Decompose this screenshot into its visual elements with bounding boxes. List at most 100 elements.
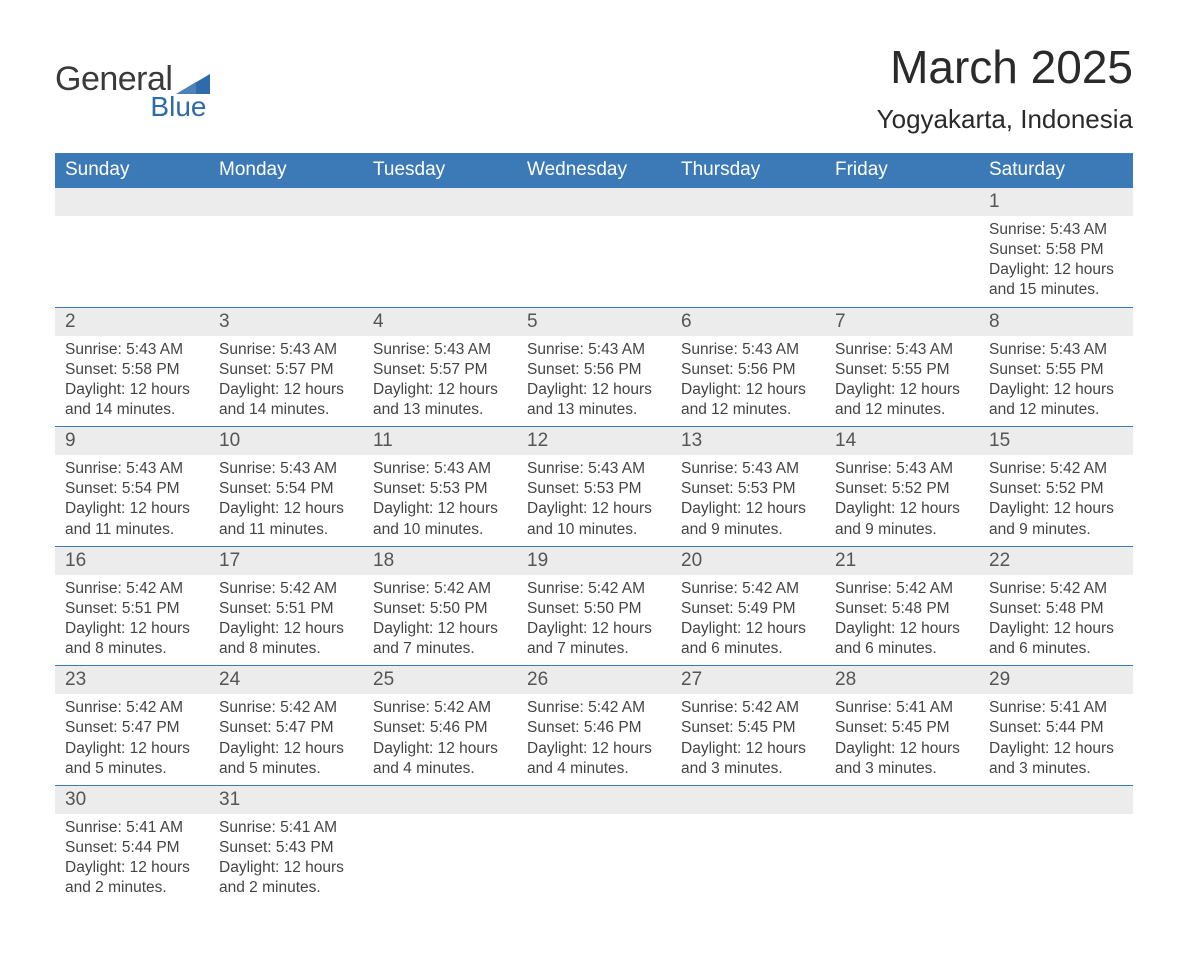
empty-detail-cell — [825, 216, 979, 307]
day-details: Sunrise: 5:43 AMSunset: 5:57 PMDaylight:… — [209, 336, 363, 427]
sunset-line: Sunset: 5:46 PM — [527, 719, 642, 736]
weekday-sunday: Sunday — [55, 153, 209, 188]
sunrise-line: Sunrise: 5:42 AM — [65, 580, 183, 597]
day-details: Sunrise: 5:42 AMSunset: 5:47 PMDaylight:… — [209, 694, 363, 785]
sunset-line: Sunset: 5:55 PM — [989, 361, 1104, 378]
detail-row: Sunrise: 5:43 AM Sunset: 5:54 PM Daylight:… — [55, 455, 1133, 546]
sunset-line: Sunset: 5:55 PM — [835, 361, 950, 378]
empty-detail-cell — [517, 814, 671, 905]
detail-row: Sunrise: 5:42 AM Sunset: 5:51 PM Daylight:… — [55, 575, 1133, 666]
daylight-line: Daylight: 12 hours and 12 minutes. — [681, 381, 806, 418]
detail-row: Sunrise: 5:43 AMSunset: 5:58 PMDaylight:… — [55, 216, 1133, 307]
day-number: 29 — [979, 666, 1133, 695]
day-number: 6 — [671, 307, 825, 336]
daylight-line: Daylight: 12 hours and 3 minutes. — [835, 740, 960, 777]
sunrise-line: Sunrise: 5:42 AM — [65, 699, 183, 716]
brand-logo: General Blue — [55, 60, 210, 123]
sunrise-line: Sunrise: 5:43 AM — [835, 341, 953, 358]
sunrise-line: Sunrise: 5:43 AM — [835, 460, 953, 477]
empty-detail-cell — [671, 216, 825, 307]
sunset-line: Sunset: 5:44 PM — [65, 839, 180, 856]
day-details: Sunrise: 5:43 AMSunset: 5:55 PMDaylight:… — [825, 336, 979, 427]
day-number: 27 — [671, 666, 825, 695]
sunset-line: Sunset: 5:44 PM — [989, 719, 1104, 736]
day-details: Sunrise: 5:43 AMSunset: 5:53 PMDaylight:… — [363, 455, 517, 546]
day-number: 13 — [671, 427, 825, 456]
day-number: 31 — [209, 785, 363, 814]
sunset-line: Sunset: 5:54 PM — [65, 480, 180, 497]
day-number: 30 — [55, 785, 209, 814]
day-details: Sunrise: 5:42 AMSunset: 5:46 PMDaylight:… — [363, 694, 517, 785]
empty-daynum-cell — [825, 785, 979, 814]
empty-daynum-cell — [517, 188, 671, 217]
sunset-line: Sunset: 5:51 PM — [219, 600, 334, 617]
day-number: 18 — [363, 546, 517, 575]
day-number: 26 — [517, 666, 671, 695]
daylight-line: Daylight: 12 hours and 3 minutes. — [989, 740, 1114, 777]
day-details: Sunrise: 5:43 AMSunset: 5:54 PMDaylight:… — [209, 455, 363, 546]
empty-detail-cell — [363, 216, 517, 307]
day-number: 4 — [363, 307, 517, 336]
sunset-line: Sunset: 5:56 PM — [681, 361, 796, 378]
sunrise-line: Sunrise: 5:42 AM — [835, 580, 953, 597]
sunset-line: Sunset: 5:51 PM — [65, 600, 180, 617]
header-region: General Blue March 2025 Yogyakarta, Indo… — [55, 40, 1133, 135]
daylight-line: Daylight: 12 hours and 7 minutes. — [527, 620, 652, 657]
sunset-line: Sunset: 5:53 PM — [681, 480, 796, 497]
sunrise-line: Sunrise: 5:43 AM — [219, 460, 337, 477]
day-number: 20 — [671, 546, 825, 575]
day-details: Sunrise: 5:43 AMSunset: 5:52 PMDaylight:… — [825, 455, 979, 546]
sunset-line: Sunset: 5:53 PM — [373, 480, 488, 497]
day-details: Sunrise: 5:41 AMSunset: 5:45 PMDaylight:… — [825, 694, 979, 785]
daylight-line: Daylight: 12 hours and 13 minutes. — [527, 381, 652, 418]
sunrise-line: Sunrise: 5:43 AM — [527, 341, 645, 358]
sunrise-line: Sunrise: 5:42 AM — [527, 580, 645, 597]
daylight-line: Daylight: 12 hours and 10 minutes. — [373, 500, 498, 537]
empty-daynum-cell — [209, 188, 363, 217]
daynum-row: 1 — [55, 188, 1133, 217]
daylight-line: Daylight: 12 hours and 14 minutes. — [65, 381, 190, 418]
sunrise-line: Sunrise: 5:43 AM — [681, 341, 799, 358]
day-number: 12 — [517, 427, 671, 456]
daylight-line: Daylight: 12 hours and 2 minutes. — [219, 859, 344, 896]
day-number: 5 — [517, 307, 671, 336]
daynum-row: 16171819202122 — [55, 546, 1133, 575]
sunset-line: Sunset: 5:58 PM — [989, 241, 1104, 258]
sunset-line: Sunset: 5:53 PM — [527, 480, 642, 497]
daylight-line: Daylight: 12 hours and 6 minutes. — [681, 620, 806, 657]
daylight-line: Daylight: 12 hours and 9 minutes. — [989, 500, 1114, 537]
sunset-line: Sunset: 5:52 PM — [835, 480, 950, 497]
day-details: Sunrise: 5:42 AMSunset: 5:49 PMDaylight:… — [671, 575, 825, 666]
empty-daynum-cell — [517, 785, 671, 814]
empty-daynum-cell — [55, 188, 209, 217]
empty-daynum-cell — [363, 785, 517, 814]
sunset-line: Sunset: 5:57 PM — [219, 361, 334, 378]
empty-detail-cell — [363, 814, 517, 905]
sunrise-line: Sunrise: 5:42 AM — [219, 580, 337, 597]
weekday-thursday: Thursday — [671, 153, 825, 188]
daylight-line: Daylight: 12 hours and 8 minutes. — [219, 620, 344, 657]
daylight-line: Daylight: 12 hours and 7 minutes. — [373, 620, 498, 657]
empty-detail-cell — [55, 216, 209, 307]
sunrise-line: Sunrise: 5:43 AM — [989, 221, 1107, 238]
day-details: Sunrise: 5:42 AMSunset: 5:50 PMDaylight:… — [363, 575, 517, 666]
sunrise-line: Sunrise: 5:42 AM — [989, 580, 1107, 597]
empty-daynum-cell — [825, 188, 979, 217]
empty-daynum-cell — [671, 785, 825, 814]
day-details: Sunrise: 5:43 AMSunset: 5:58 PMDaylight:… — [55, 336, 209, 427]
day-number: 25 — [363, 666, 517, 695]
sunrise-line: Sunrise: 5:43 AM — [65, 341, 183, 358]
day-number: 24 — [209, 666, 363, 695]
daylight-line: Daylight: 12 hours and 12 minutes. — [989, 381, 1114, 418]
daylight-line: Daylight: 12 hours and 11 minutes. — [219, 500, 344, 537]
sunset-line: Sunset: 5:56 PM — [527, 361, 642, 378]
daylight-line: Daylight: 12 hours and 11 minutes. — [65, 500, 190, 537]
sunset-line: Sunset: 5:47 PM — [219, 719, 334, 736]
sunset-line: Sunset: 5:45 PM — [681, 719, 796, 736]
daylight-line: Daylight: 12 hours and 13 minutes. — [373, 381, 498, 418]
day-number: 10 — [209, 427, 363, 456]
detail-row: Sunrise: 5:42 AM Sunset: 5:47 PM Daylight:… — [55, 694, 1133, 785]
daylight-line: Daylight: 12 hours and 6 minutes. — [989, 620, 1114, 657]
empty-daynum-cell — [671, 188, 825, 217]
day-details: Sunrise: 5:42 AMSunset: 5:46 PMDaylight:… — [517, 694, 671, 785]
